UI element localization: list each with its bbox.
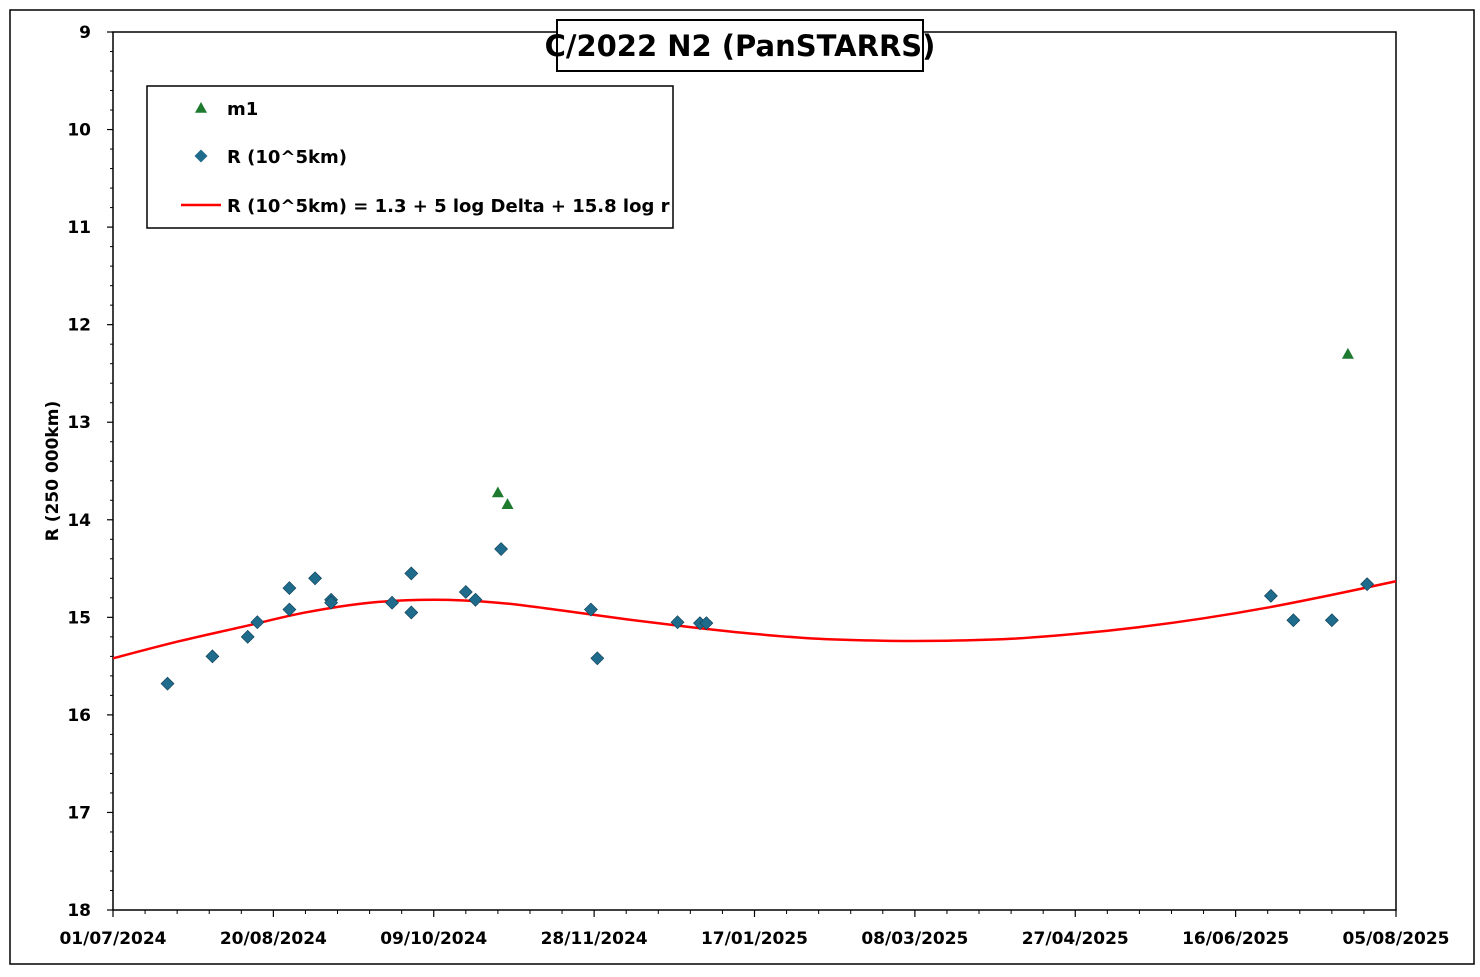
r-point xyxy=(205,649,220,664)
y-tick-label: 12 xyxy=(67,316,91,336)
y-tick-label: 14 xyxy=(67,511,91,531)
chart-title-frame xyxy=(556,19,924,72)
y-tick-label: 17 xyxy=(67,803,91,823)
r-point xyxy=(494,542,509,556)
m1-point xyxy=(1341,347,1354,359)
r-point xyxy=(282,581,297,595)
r-point xyxy=(670,615,685,630)
r-point xyxy=(240,629,255,644)
r-point xyxy=(1286,613,1301,628)
r-point xyxy=(590,651,605,666)
x-tick-label: 08/03/2025 xyxy=(861,929,968,949)
r-point xyxy=(160,676,175,691)
tick-layer: 9 10 11 12 13 14 15 16 17 18 01/07/2024 20/08/2024 0… xyxy=(59,23,1449,949)
x-tick-label: 01/07/2024 xyxy=(59,929,166,949)
legend-m1-marker xyxy=(195,102,207,113)
legend-label: R (10^5km) xyxy=(227,147,347,168)
r-point xyxy=(404,566,419,581)
r-point xyxy=(308,571,322,586)
r-point xyxy=(282,602,297,617)
legend-label: R (10^5km) = 1.3 + 5 log Delta + 15.8 lo… xyxy=(227,196,670,217)
r-point xyxy=(404,605,419,620)
legend-r-marker xyxy=(194,149,208,163)
r-point xyxy=(250,615,265,630)
r-point xyxy=(1360,577,1375,592)
legend-frame xyxy=(146,85,674,229)
y-tick-label: 15 xyxy=(67,608,91,628)
chart-title-box: C/2022 N2 (PanSTARRS) xyxy=(545,19,936,72)
y-tick-label: 9 xyxy=(79,23,91,43)
y-axis-title: R (250 000km) xyxy=(43,401,63,541)
chart-title: C/2022 N2 (PanSTARRS) xyxy=(545,29,936,63)
y-tick-label: 11 xyxy=(67,218,91,238)
r-point xyxy=(1324,613,1339,628)
r-point xyxy=(1263,588,1278,603)
legend-label: m1 xyxy=(227,99,258,120)
y-tick-label: 16 xyxy=(67,706,91,726)
x-tick-label: 09/10/2024 xyxy=(380,929,487,949)
legend: m1 R (10^5km) R (10^5km) = 1.3 + 5 log Del… xyxy=(146,85,674,229)
x-tick-label: 16/06/2025 xyxy=(1182,929,1289,949)
r-point xyxy=(468,592,483,607)
r-point xyxy=(699,616,714,631)
x-tick-label: 20/08/2024 xyxy=(220,929,327,949)
m1-point xyxy=(491,486,504,498)
r-point xyxy=(583,602,598,617)
m1-point xyxy=(501,498,514,509)
x-tick-label: 17/01/2025 xyxy=(701,929,808,949)
y-tick-label: 10 xyxy=(67,121,91,141)
r-point xyxy=(385,595,399,610)
y-tick-label: 13 xyxy=(67,413,91,433)
x-tick-label: 05/08/2025 xyxy=(1342,929,1449,949)
x-tick-label: 28/11/2024 xyxy=(541,929,648,949)
y-tick-label: 18 xyxy=(67,901,91,921)
r-point xyxy=(324,595,339,610)
x-tick-label: 27/04/2025 xyxy=(1022,929,1129,949)
fit-curve xyxy=(112,580,1397,660)
legend-items: m1 R (10^5km) R (10^5km) = 1.3 + 5 log Del… xyxy=(181,99,670,217)
r-point xyxy=(458,585,473,599)
series-layer xyxy=(112,347,1397,691)
